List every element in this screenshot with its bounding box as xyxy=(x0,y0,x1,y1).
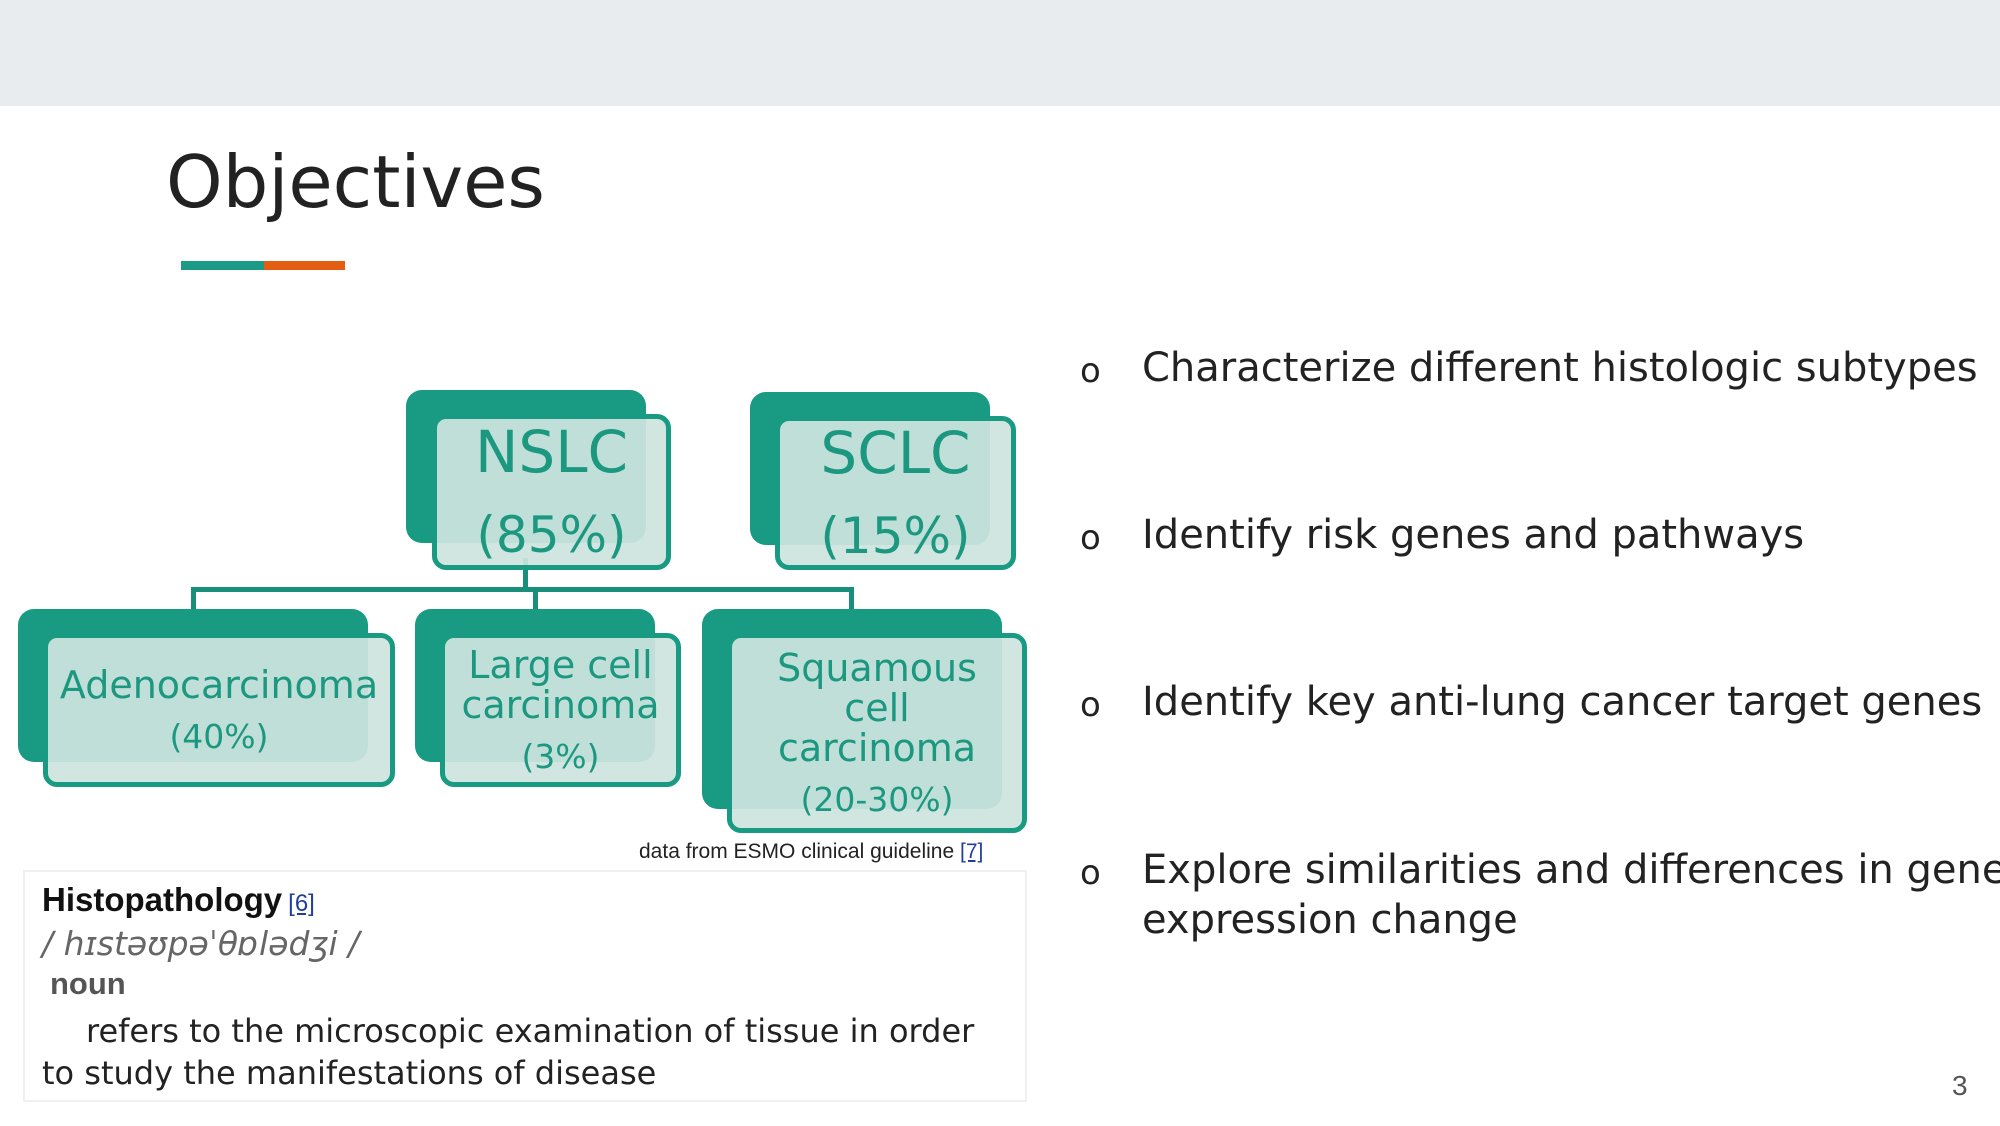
bullet-marker: o xyxy=(1080,853,1101,893)
bullet-marker: o xyxy=(1080,685,1101,725)
definition-part-of-speech: noun xyxy=(50,966,126,1001)
objective-text: Identify key anti-lung cancer target gen… xyxy=(1142,679,1983,725)
connector-large-drop xyxy=(533,587,538,613)
slide-title: Objectives xyxy=(166,140,545,224)
node-squamous-cell: Squamous cell carcinoma (20-30%) xyxy=(702,609,1027,833)
node-sclc: SCLC (15%) xyxy=(750,392,1016,570)
title-underline-teal xyxy=(181,261,264,270)
node-adenocarcinoma-label: Adenocarcinoma xyxy=(59,662,379,707)
definition-box xyxy=(23,870,1027,1102)
node-large-cell: Large cell carcinoma (3%) xyxy=(415,609,681,787)
objective-text: Explore similarities and differences in … xyxy=(1142,847,2000,943)
node-nslc: NSLC (85%) xyxy=(406,390,671,570)
definition-term: Histopathology [6] xyxy=(42,881,315,919)
connector-nslc-stem xyxy=(523,558,528,590)
page-number: 3 xyxy=(1952,1070,1968,1101)
source-note: data from ESMO clinical guideline [7] xyxy=(639,840,983,864)
node-large-cell-percent: (3%) xyxy=(521,736,600,776)
node-sclc-percent: (15%) xyxy=(820,507,971,566)
node-sclc-front: SCLC (15%) xyxy=(775,416,1016,570)
node-large-cell-front: Large cell carcinoma (3%) xyxy=(440,633,681,787)
connector-horizontal xyxy=(191,587,854,592)
node-nslc-label: NSLC xyxy=(474,418,628,487)
connector-adeno-drop xyxy=(191,587,196,613)
definition-text: refers to the microscopic examination of… xyxy=(42,1012,975,1092)
node-nslc-percent: (85%) xyxy=(476,506,627,565)
node-squamous-cell-percent: (20-30%) xyxy=(800,779,954,819)
header-bar xyxy=(0,0,2000,106)
definition-term-text: Histopathology xyxy=(42,881,283,918)
definition-pronunciation: / hɪstəʊpəˈθɒlədʒi / xyxy=(42,924,360,963)
node-squamous-cell-front: Squamous cell carcinoma (20-30%) xyxy=(727,633,1027,833)
objective-text: Characterize different histologic subtyp… xyxy=(1142,345,1978,391)
node-large-cell-label: Large cell carcinoma xyxy=(461,642,660,727)
objective-text: Identify risk genes and pathways xyxy=(1142,512,1805,558)
node-adenocarcinoma: Adenocarcinoma (40%) xyxy=(18,609,395,787)
node-nslc-front: NSLC (85%) xyxy=(432,414,671,570)
title-underline-orange xyxy=(264,261,345,270)
node-squamous-cell-label: Squamous cell carcinoma xyxy=(777,645,977,770)
definition-reference-link[interactable]: [6] xyxy=(288,890,315,917)
source-note-text: data from ESMO clinical guideline xyxy=(639,840,955,863)
node-sclc-label: SCLC xyxy=(820,419,971,488)
bullet-marker: o xyxy=(1080,351,1101,391)
node-adenocarcinoma-front: Adenocarcinoma (40%) xyxy=(43,633,395,787)
bullet-marker: o xyxy=(1080,518,1101,558)
source-reference-link[interactable]: [7] xyxy=(960,840,984,863)
connector-squamous-drop xyxy=(849,587,854,613)
node-adenocarcinoma-percent: (40%) xyxy=(169,716,269,756)
